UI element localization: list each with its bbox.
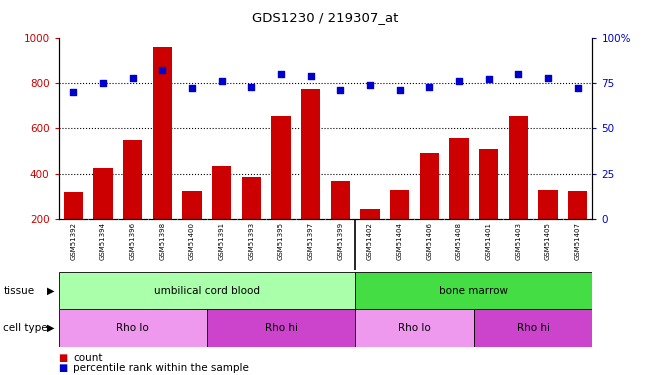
Text: GDS1230 / 219307_at: GDS1230 / 219307_at [253, 11, 398, 24]
Point [335, 87, 346, 93]
Bar [568, 191, 587, 265]
Point [572, 86, 583, 92]
Text: bone marrow: bone marrow [439, 286, 508, 296]
Text: Rho hi: Rho hi [264, 323, 298, 333]
Text: GSM51391: GSM51391 [219, 222, 225, 260]
Point [543, 75, 553, 81]
Bar [474, 309, 592, 347]
Point [68, 89, 79, 95]
Text: count: count [73, 353, 102, 363]
Text: GSM51407: GSM51407 [575, 222, 581, 260]
Bar [479, 149, 498, 265]
Bar [123, 140, 143, 265]
Bar [508, 116, 528, 265]
Text: GSM51406: GSM51406 [426, 222, 432, 260]
Point [513, 71, 523, 77]
Bar [361, 209, 380, 265]
Text: cell type: cell type [3, 323, 48, 333]
Point [424, 84, 434, 90]
Point [128, 75, 138, 81]
Text: GSM51401: GSM51401 [486, 222, 492, 260]
Text: GSM51396: GSM51396 [130, 222, 135, 260]
Text: ▶: ▶ [47, 286, 55, 296]
Text: ■: ■ [59, 363, 68, 373]
Text: GSM51404: GSM51404 [396, 222, 402, 260]
Point [454, 78, 464, 84]
Text: Rho lo: Rho lo [117, 323, 149, 333]
Bar [420, 153, 439, 265]
Text: umbilical cord blood: umbilical cord blood [154, 286, 260, 296]
Text: GSM51392: GSM51392 [70, 222, 76, 260]
Point [157, 67, 167, 73]
Bar [390, 190, 409, 265]
Bar [331, 181, 350, 265]
Bar [59, 272, 355, 309]
Point [98, 80, 108, 86]
Bar [64, 192, 83, 265]
Text: Rho lo: Rho lo [398, 323, 431, 333]
Text: GSM51395: GSM51395 [278, 222, 284, 260]
Text: GSM51393: GSM51393 [249, 222, 255, 260]
Bar [207, 309, 355, 347]
Point [395, 87, 405, 93]
Bar [212, 166, 231, 265]
Text: ■: ■ [59, 353, 68, 363]
Bar [59, 309, 207, 347]
Point [246, 84, 256, 90]
Text: Rho hi: Rho hi [517, 323, 549, 333]
Bar [449, 138, 469, 265]
Point [305, 73, 316, 79]
Bar [153, 46, 172, 265]
Text: ▶: ▶ [47, 323, 55, 333]
Point [365, 82, 375, 88]
Text: GSM51398: GSM51398 [159, 222, 165, 260]
Bar [242, 177, 261, 265]
Text: GSM51403: GSM51403 [516, 222, 521, 260]
Bar [94, 168, 113, 265]
Bar [301, 88, 320, 265]
Point [276, 71, 286, 77]
Point [187, 86, 197, 92]
Point [217, 78, 227, 84]
Text: GSM51399: GSM51399 [337, 222, 343, 260]
Text: GSM51394: GSM51394 [100, 222, 106, 260]
Text: tissue: tissue [3, 286, 35, 296]
Bar [355, 272, 592, 309]
Text: GSM51400: GSM51400 [189, 222, 195, 260]
Point [484, 76, 494, 82]
Bar [271, 116, 290, 265]
Bar [182, 191, 202, 265]
Text: GSM51408: GSM51408 [456, 222, 462, 260]
Text: GSM51405: GSM51405 [545, 222, 551, 260]
Text: GSM51397: GSM51397 [308, 222, 314, 260]
Text: GSM51402: GSM51402 [367, 222, 373, 260]
Bar [538, 190, 557, 265]
Text: percentile rank within the sample: percentile rank within the sample [73, 363, 249, 373]
Bar [355, 309, 474, 347]
